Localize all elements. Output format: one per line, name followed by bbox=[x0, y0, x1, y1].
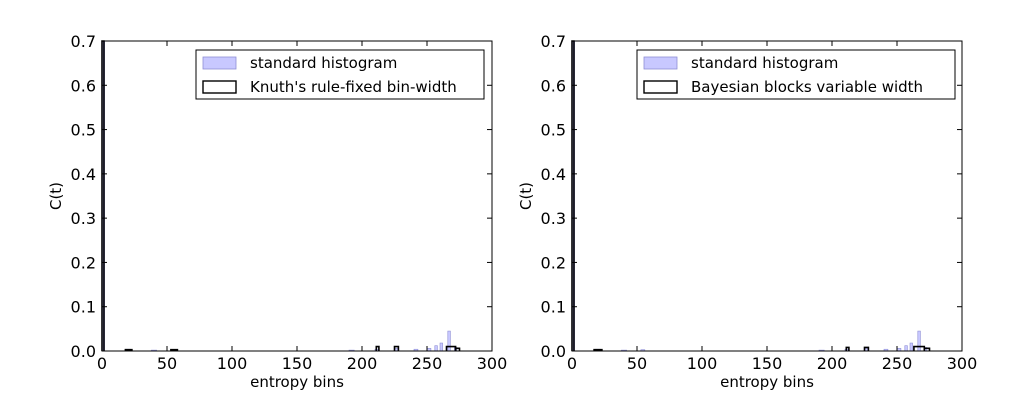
y-tick-label: 0.4 bbox=[541, 165, 566, 184]
y-tick-label: 0.2 bbox=[71, 253, 96, 272]
step-histogram-bin bbox=[923, 347, 931, 351]
standard-histogram-bar bbox=[447, 330, 451, 352]
legend: standard histogram Knuth's rule-fixed bin… bbox=[195, 49, 485, 100]
y-tick-label: 0.5 bbox=[541, 121, 566, 140]
x-tick-label: 300 bbox=[477, 354, 508, 373]
x-tick-label: 200 bbox=[347, 354, 378, 373]
subplot-2: 0 50 100 150 200 250 300 0.0 0.1 0.2 0.3 0.4 0.5 0.6 0… bbox=[517, 32, 977, 391]
y-tick-label: 0.0 bbox=[71, 342, 96, 361]
x-tick-label: 150 bbox=[282, 354, 313, 373]
legend-box bbox=[195, 49, 485, 100]
y-tick-label: 0.2 bbox=[541, 253, 566, 272]
legend-label: standard histogram bbox=[691, 54, 838, 72]
y-tick-label: 0.3 bbox=[71, 209, 96, 228]
y-tick-label: 0.1 bbox=[71, 298, 96, 317]
y-tick-label: 0.7 bbox=[541, 32, 566, 51]
legend-label: standard histogram bbox=[250, 54, 397, 72]
x-tick-label: 200 bbox=[817, 354, 848, 373]
y-tick-label: 0.6 bbox=[71, 76, 96, 95]
subplots: 0 50 100 150 200 250 300 0.0 0.1 0.2 0.3 0.4 0.5 0.6 0… bbox=[47, 32, 977, 391]
step-histogram-bin bbox=[454, 347, 461, 351]
step-histogram-bin bbox=[170, 348, 179, 351]
legend-label: Bayesian blocks variable width bbox=[691, 78, 923, 96]
legend-label: Knuth's rule-fixed bin-width bbox=[250, 78, 457, 96]
x-tick-label: 0 bbox=[567, 354, 577, 373]
step-histogram-bin bbox=[375, 345, 380, 351]
standard-histogram-bar bbox=[434, 345, 438, 352]
x-tick-label: 50 bbox=[627, 354, 647, 373]
subplot-1: 0 50 100 150 200 250 300 0.0 0.1 0.2 0.3 0.4 0.5 0.6 0… bbox=[47, 32, 507, 391]
step-histogram-bin bbox=[393, 345, 400, 351]
y-tick-label: 0.5 bbox=[71, 121, 96, 140]
step-histogram-bin bbox=[845, 346, 850, 351]
step-histogram-bin bbox=[593, 348, 603, 351]
y-tick-label: 0.3 bbox=[541, 209, 566, 228]
y-tick-label: 0.1 bbox=[541, 298, 566, 317]
y-axis-title: C(t) bbox=[47, 182, 65, 210]
legend-swatch-step bbox=[643, 80, 678, 94]
x-tick-label: 100 bbox=[217, 354, 248, 373]
y-tick-label: 0.0 bbox=[541, 342, 566, 361]
y-tick-label: 0.7 bbox=[71, 32, 96, 51]
legend-box bbox=[636, 49, 956, 100]
legend: standard histogram Bayesian blocks variab… bbox=[636, 49, 956, 100]
x-tick-label: 100 bbox=[687, 354, 718, 373]
x-tick-label: 0 bbox=[97, 354, 107, 373]
x-tick-label: 150 bbox=[752, 354, 783, 373]
legend-swatch-step bbox=[202, 80, 237, 94]
x-axis-title: entropy bins bbox=[720, 373, 814, 391]
x-tick-label: 250 bbox=[412, 354, 443, 373]
standard-histogram-bar bbox=[439, 342, 443, 352]
x-tick-label: 50 bbox=[157, 354, 177, 373]
legend-swatch-standard bbox=[202, 56, 237, 70]
standard-histogram-bar bbox=[904, 345, 908, 352]
y-tick-label: 0.6 bbox=[541, 76, 566, 95]
x-tick-label: 300 bbox=[947, 354, 978, 373]
standard-histogram-bar bbox=[909, 342, 913, 352]
step-histogram-bin bbox=[124, 348, 133, 351]
standard-histogram-bar bbox=[917, 330, 921, 352]
x-tick-label: 250 bbox=[882, 354, 913, 373]
y-tick-label: 0.4 bbox=[71, 165, 96, 184]
x-axis-title: entropy bins bbox=[250, 373, 344, 391]
step-histogram-bin bbox=[863, 346, 870, 351]
y-axis-title: C(t) bbox=[517, 182, 535, 210]
legend-swatch-standard bbox=[643, 56, 678, 70]
